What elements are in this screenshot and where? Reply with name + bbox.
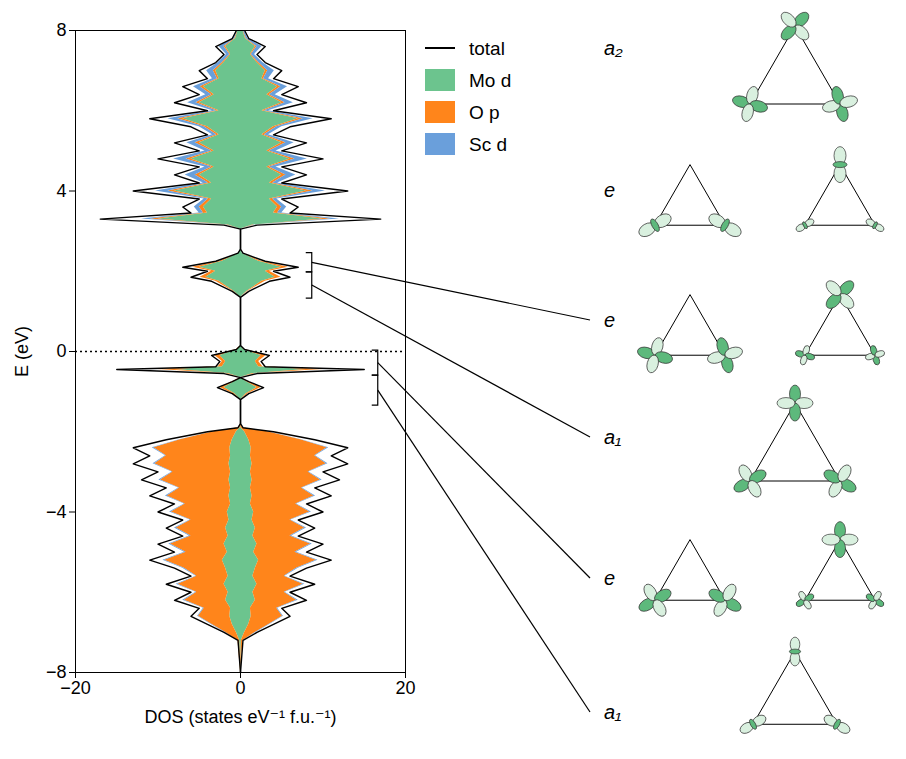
svg-text:DOS (states eV⁻¹ f.u.⁻¹): DOS (states eV⁻¹ f.u.⁻¹) <box>144 707 336 727</box>
svg-text:Mo d: Mo d <box>469 70 511 91</box>
svg-text:e: e <box>604 567 615 589</box>
svg-text:total: total <box>469 38 505 59</box>
svg-text:0: 0 <box>235 678 245 698</box>
svg-text:O p: O p <box>469 102 500 123</box>
svg-text:a₁: a₁ <box>604 701 621 723</box>
svg-text:Sc d: Sc d <box>469 134 507 155</box>
svg-text:4: 4 <box>56 181 66 201</box>
svg-text:−20: −20 <box>60 678 91 698</box>
svg-text:−8: −8 <box>46 662 67 683</box>
svg-text:8: 8 <box>56 20 66 40</box>
svg-text:a₂: a₂ <box>604 37 623 59</box>
svg-text:e: e <box>604 309 615 331</box>
svg-text:−4: −4 <box>46 502 67 522</box>
svg-text:20: 20 <box>395 678 415 698</box>
svg-text:a₁: a₁ <box>604 426 621 448</box>
svg-text:0: 0 <box>56 341 66 361</box>
svg-text:E (eV): E (eV) <box>12 326 32 377</box>
svg-text:e: e <box>604 179 615 201</box>
